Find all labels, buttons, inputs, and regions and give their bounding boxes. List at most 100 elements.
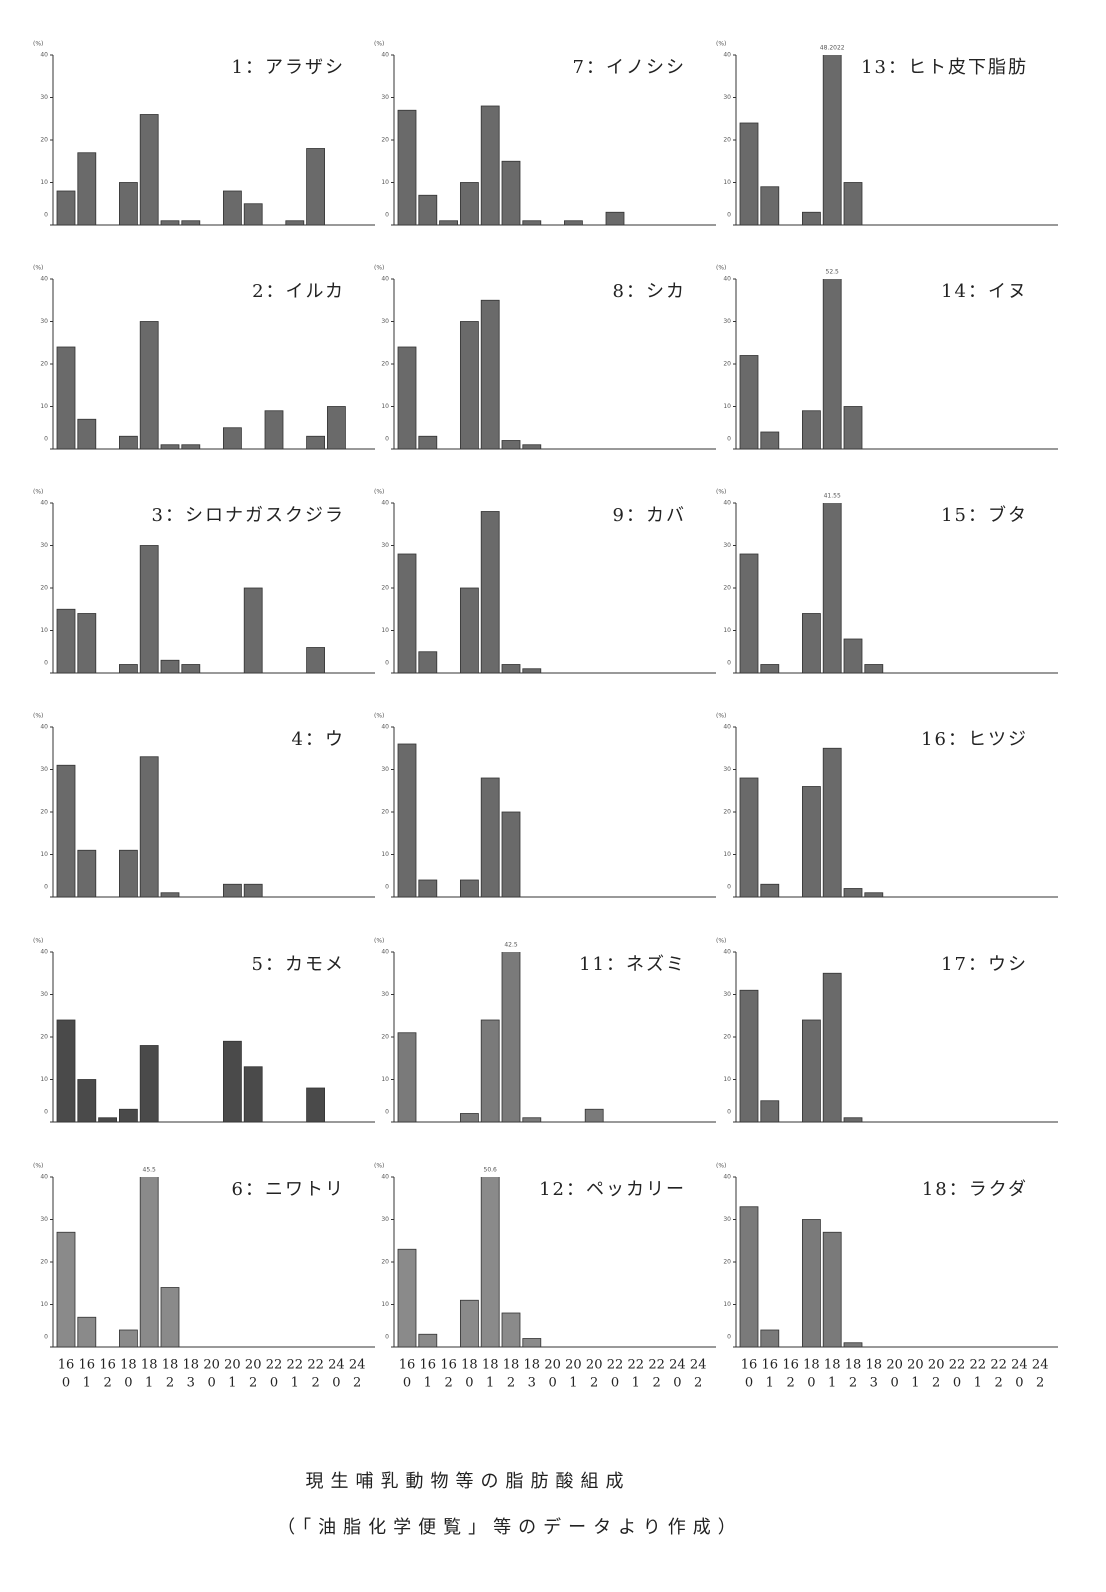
bar bbox=[802, 1219, 821, 1348]
y-tick-label: 40 bbox=[723, 724, 731, 731]
bar bbox=[802, 613, 821, 674]
x-tick-label: 18 bbox=[461, 1358, 478, 1373]
bar bbox=[306, 148, 326, 226]
bars bbox=[739, 279, 863, 450]
x-tick-label: 24 bbox=[349, 1358, 366, 1373]
y-axis-label: (%) bbox=[33, 489, 43, 496]
y-axis-label: (%) bbox=[716, 265, 726, 272]
x-tick-label: 1 bbox=[424, 1376, 432, 1391]
x-tick-label: 1 bbox=[974, 1376, 982, 1391]
bar bbox=[760, 664, 780, 674]
x-tick-label: 18 bbox=[824, 1358, 841, 1373]
y-tick-label: 10 bbox=[40, 1076, 48, 1083]
bars bbox=[397, 952, 604, 1123]
x-tick-label: 18 bbox=[162, 1358, 179, 1373]
x-tick-label: 2 bbox=[311, 1376, 319, 1391]
x-tick-label: 18 bbox=[482, 1358, 499, 1373]
x-tick-label: 0 bbox=[270, 1376, 278, 1391]
x-tick-label: 2 bbox=[652, 1376, 660, 1391]
bar bbox=[739, 1206, 759, 1348]
y-tick-label: 0 bbox=[385, 660, 389, 667]
bar bbox=[119, 435, 138, 450]
bar bbox=[843, 182, 863, 226]
y-tick-label: 20 bbox=[723, 585, 731, 592]
y-axis-label: (%) bbox=[716, 489, 726, 496]
y-tick-label: 10 bbox=[381, 1301, 389, 1308]
bar bbox=[397, 553, 417, 674]
bar bbox=[397, 1032, 417, 1123]
bars bbox=[56, 756, 263, 898]
y-tick-label: 20 bbox=[381, 1259, 389, 1266]
bar bbox=[397, 109, 417, 226]
y-tick-label: 30 bbox=[381, 318, 389, 325]
bar bbox=[160, 444, 180, 450]
y-tick-label: 40 bbox=[723, 500, 731, 507]
bar bbox=[139, 1045, 159, 1123]
bar bbox=[802, 211, 821, 226]
bar bbox=[56, 1231, 76, 1348]
x-tick-label: 22 bbox=[307, 1358, 324, 1373]
bar bbox=[739, 122, 759, 226]
bar bbox=[285, 220, 305, 226]
x-tick-label: 1 bbox=[569, 1376, 577, 1391]
bar bbox=[739, 355, 759, 450]
chart-title: 5：カモメ bbox=[252, 954, 345, 975]
bar bbox=[77, 418, 97, 450]
bar bbox=[418, 194, 438, 226]
value-label: 50.6 bbox=[484, 1167, 498, 1174]
y-tick-label: 20 bbox=[40, 137, 48, 144]
bar bbox=[264, 410, 284, 450]
bar bbox=[77, 849, 97, 898]
bars bbox=[739, 503, 884, 674]
bar bbox=[760, 1329, 780, 1348]
bars bbox=[397, 743, 521, 898]
bar bbox=[160, 1287, 180, 1348]
x-tick-label: 1 bbox=[911, 1376, 919, 1391]
y-tick-label: 20 bbox=[40, 361, 48, 368]
x-tick-label: 16 bbox=[79, 1358, 96, 1373]
y-tick-label: 20 bbox=[381, 361, 389, 368]
bar bbox=[522, 444, 542, 450]
bar bbox=[843, 406, 863, 450]
x-tick-label: 20 bbox=[245, 1358, 262, 1373]
y-tick-label: 20 bbox=[381, 809, 389, 816]
x-tick-label: 1 bbox=[766, 1376, 774, 1391]
value-label: 52.5 bbox=[826, 269, 840, 276]
y-tick-label: 20 bbox=[723, 1034, 731, 1041]
y-tick-label: 20 bbox=[723, 809, 731, 816]
bar bbox=[160, 892, 180, 898]
x-tick-label: 20 bbox=[907, 1358, 924, 1373]
y-tick-label: 20 bbox=[723, 1259, 731, 1266]
bar bbox=[584, 1108, 604, 1123]
bar bbox=[822, 503, 842, 674]
bar bbox=[56, 764, 76, 898]
y-tick-label: 30 bbox=[40, 1216, 48, 1223]
chart-title: 11：ネズミ bbox=[579, 954, 686, 975]
y-tick-label: 0 bbox=[44, 1334, 48, 1341]
chart-title: 9：カバ bbox=[613, 505, 686, 526]
x-tick-label: 16 bbox=[741, 1358, 758, 1373]
x-tick-label: 0 bbox=[403, 1376, 411, 1391]
bar bbox=[760, 1100, 780, 1123]
bar bbox=[119, 849, 138, 898]
bar bbox=[243, 883, 263, 898]
bar bbox=[222, 883, 242, 898]
bar bbox=[864, 664, 884, 674]
bars bbox=[739, 747, 884, 898]
x-tick-label: 22 bbox=[949, 1358, 966, 1373]
bar bbox=[77, 613, 97, 674]
x-tick-label: 16 bbox=[420, 1358, 437, 1373]
x-tick-label: 18 bbox=[866, 1358, 883, 1373]
y-axis-label: (%) bbox=[33, 41, 43, 48]
x-tick-label: 2 bbox=[590, 1376, 598, 1391]
y-tick-label: 0 bbox=[727, 884, 731, 891]
x-tick-label: 2 bbox=[444, 1376, 452, 1391]
bar bbox=[501, 160, 521, 226]
y-tick-label: 10 bbox=[723, 627, 731, 634]
y-tick-label: 40 bbox=[381, 949, 389, 956]
x-tick-label: 0 bbox=[548, 1376, 556, 1391]
bar bbox=[119, 1329, 138, 1348]
y-tick-label: 0 bbox=[727, 1334, 731, 1341]
bar bbox=[739, 553, 759, 674]
y-axis-label: (%) bbox=[374, 713, 384, 720]
